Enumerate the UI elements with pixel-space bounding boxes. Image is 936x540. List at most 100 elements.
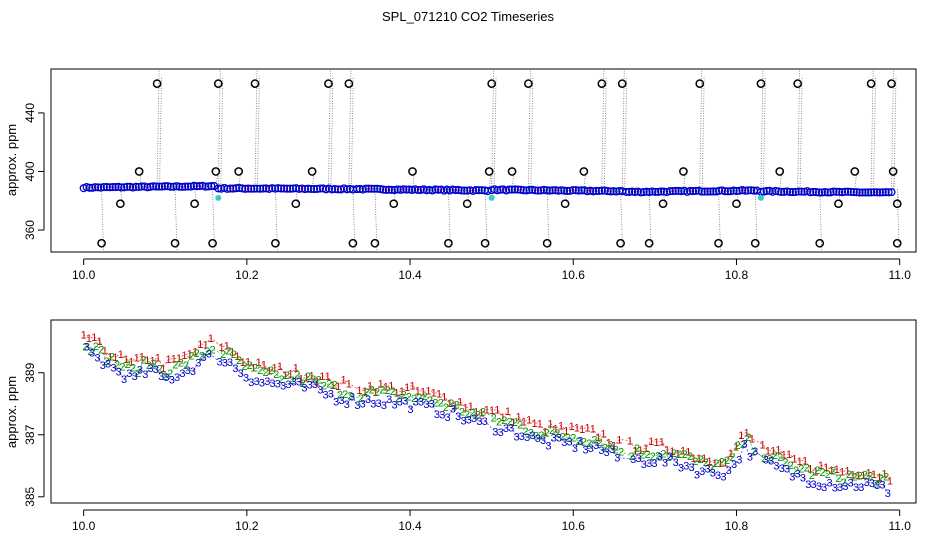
series-3-point: 3 [248, 377, 254, 389]
series-2-point: 2 [395, 393, 401, 405]
baseline-point [143, 183, 152, 192]
mid-low-guide [194, 188, 198, 204]
baseline-point [298, 184, 307, 193]
baseline-point [292, 184, 301, 193]
series-3-point: 3 [413, 396, 419, 408]
series-2-point: 2 [793, 465, 799, 477]
baseline-point [111, 183, 120, 192]
baseline-point [875, 188, 884, 197]
series-3-point: 3 [582, 444, 588, 456]
series-1-point: 1 [728, 448, 734, 460]
low-spike-guide [352, 189, 356, 252]
top-x-tick-label: 10.2 [235, 268, 259, 280]
series-1-point: 1 [770, 446, 776, 458]
mid-low-point [389, 199, 399, 209]
baseline-point [117, 183, 126, 192]
series-2-point: 2 [825, 469, 831, 481]
mid-low-point [892, 199, 902, 209]
series-2-point: 2 [443, 402, 449, 414]
series-1-point: 1 [208, 333, 214, 345]
bottom-y-tick-label: 387 [23, 424, 37, 444]
series-2-point: 2 [188, 351, 194, 363]
series-1-point: 1 [627, 436, 633, 448]
baseline-point [134, 182, 143, 192]
bottom-x-tick-label: 10.8 [725, 519, 749, 533]
series-2-point: 2 [798, 463, 804, 475]
series-1-point: 1 [781, 449, 787, 461]
series-3-point: 3 [726, 465, 732, 477]
mid-high-point [507, 167, 517, 176]
series-1-point: 1 [123, 354, 129, 366]
series-1-point: 1 [489, 405, 495, 417]
series-1-point: 1 [155, 353, 161, 365]
series-1-point: 1 [457, 396, 463, 408]
series-1-point: 1 [436, 389, 442, 401]
series-2-point: 2 [146, 360, 152, 372]
series-3-point: 3 [174, 372, 180, 384]
series-2-point: 2 [846, 469, 852, 481]
series-1-point: 1 [717, 458, 723, 470]
top-data-marks [79, 79, 902, 248]
series-1-point: 1 [447, 398, 453, 410]
baseline-point [146, 182, 155, 191]
baseline-point [625, 187, 634, 196]
series-2-point: 2 [491, 412, 497, 424]
series-1-point: 1 [394, 388, 400, 400]
series-1-point: 1 [606, 438, 612, 450]
series-1-point: 1 [128, 357, 134, 369]
series-1-point: 1 [882, 468, 888, 480]
series-1-point: 1 [176, 353, 182, 365]
series-3-point: 3 [121, 374, 127, 386]
series-1-point: 1 [531, 418, 537, 430]
series-3-point: 3 [646, 458, 652, 470]
series-2-point: 2 [167, 368, 173, 380]
series-2-point: 2 [538, 430, 544, 442]
high-spike-guide [220, 76, 224, 190]
series-2-point: 2 [867, 470, 873, 482]
series-3-line [86, 346, 889, 494]
series-1-point: 1 [574, 422, 580, 434]
mid-high-guide [683, 171, 686, 190]
baseline-point [355, 184, 364, 194]
series-3-point: 3 [689, 462, 695, 474]
baseline-point [723, 187, 732, 196]
baseline-point [747, 186, 756, 195]
series-1-point: 1 [638, 445, 644, 457]
series-2-point: 2 [634, 443, 640, 455]
series-1-point: 1 [229, 346, 235, 358]
series-3-point: 3 [222, 357, 228, 369]
mid-high-guide [488, 171, 492, 190]
series-2-point: 2 [225, 345, 231, 357]
series-2-point: 2 [199, 350, 205, 362]
baseline-point [289, 184, 298, 193]
baseline-point [108, 182, 117, 192]
series-3-point: 3 [179, 368, 185, 380]
bottom-axes: 10.0 10.2 10.4 10.6 10.8 11.0 385 387 389 [23, 362, 911, 533]
baseline-point [510, 185, 519, 194]
series-3-point: 3 [254, 376, 260, 388]
baseline-point [333, 185, 343, 194]
baseline-point [434, 185, 443, 194]
series-3-point: 3 [232, 363, 238, 375]
series-3-point: 3 [816, 481, 822, 493]
series-3-point: 3 [535, 433, 541, 445]
series-1-point: 1 [484, 404, 490, 416]
baseline-point [777, 187, 786, 196]
baseline-point [367, 184, 376, 193]
series-3-point: 3 [365, 394, 371, 406]
series-1-point: 1 [314, 376, 320, 388]
series-1-point: 1 [659, 437, 665, 449]
mid-high-guide [854, 171, 858, 190]
top-x-tick-label: 10.0 [72, 268, 96, 280]
low-spike-point [97, 238, 106, 248]
series-2-point: 2 [278, 374, 284, 386]
series-3-point: 3 [333, 396, 339, 408]
series-1-point: 1 [86, 333, 92, 345]
low-spike-point [892, 238, 902, 248]
bottom-x-tick-label: 10.6 [562, 519, 586, 533]
series-1-point: 1 [473, 406, 479, 418]
series-3-point: 3 [492, 427, 498, 439]
series-1-point: 1 [775, 444, 781, 456]
baseline-point [402, 185, 411, 194]
series-1-point: 1 [409, 380, 415, 392]
